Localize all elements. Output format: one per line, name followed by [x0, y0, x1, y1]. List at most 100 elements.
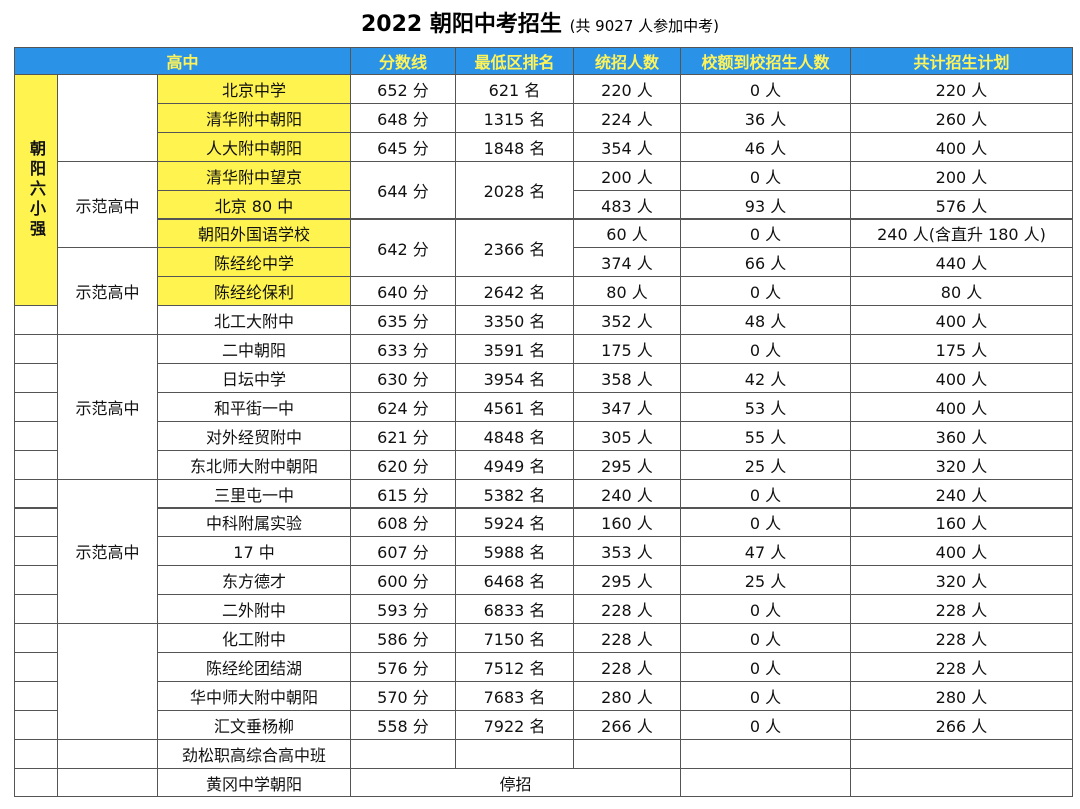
- data-cell: 0 人: [680, 709, 851, 740]
- data-cell: 400 人: [850, 536, 1073, 567]
- data-cell: 4949 名: [455, 449, 574, 480]
- data-cell: 228 人: [850, 623, 1073, 653]
- school-name: 汇文垂杨柳: [157, 709, 351, 740]
- blank-cell: [57, 74, 158, 162]
- header-cell: 高中: [14, 47, 351, 75]
- school-name: 三里屯一中: [157, 478, 351, 509]
- group-cell: 朝阳六小强: [14, 74, 58, 307]
- header-cell: 校额到校招生人数: [680, 47, 851, 75]
- school-name: 劲松职高综合高中班: [157, 738, 351, 769]
- data-cell: 228 人: [573, 594, 681, 625]
- school-name: 日坛中学: [157, 363, 351, 393]
- blank-cell: [850, 738, 1073, 769]
- data-cell: 374 人: [573, 247, 681, 278]
- blank-cell: [680, 767, 851, 798]
- data-cell: 240 人: [850, 478, 1073, 509]
- data-cell: 1315 名: [455, 102, 574, 133]
- data-cell: 2028 名: [455, 160, 574, 220]
- data-cell: 220 人: [573, 74, 681, 104]
- data-cell: 3591 名: [455, 334, 574, 364]
- blank-cell: [14, 680, 58, 711]
- blank-cell: [350, 738, 456, 769]
- data-cell: 0 人: [680, 623, 851, 653]
- school-name: 北京中学: [157, 74, 351, 104]
- data-cell: 0 人: [680, 218, 851, 249]
- data-cell: 633 分: [350, 334, 456, 364]
- school-name: 北京 80 中: [157, 189, 351, 220]
- data-cell: 0 人: [680, 334, 851, 364]
- data-cell: 607 分: [350, 536, 456, 567]
- data-cell: 160 人: [573, 507, 681, 538]
- blank-cell: [14, 709, 58, 740]
- data-cell: 228 人: [573, 623, 681, 653]
- school-name: 东方德才: [157, 565, 351, 596]
- data-cell: 36 人: [680, 102, 851, 133]
- school-name: 北工大附中: [157, 305, 351, 336]
- data-cell: 586 分: [350, 623, 456, 653]
- data-cell: 295 人: [573, 565, 681, 596]
- data-cell: 200 人: [850, 160, 1073, 191]
- blank-cell: [14, 536, 58, 567]
- header-cell: 最低区排名: [455, 47, 574, 75]
- data-cell: 621 名: [455, 74, 574, 104]
- blank-cell: [14, 507, 58, 538]
- data-cell: 0 人: [680, 160, 851, 191]
- data-cell: 7150 名: [455, 623, 574, 653]
- data-cell: 160 人: [850, 507, 1073, 538]
- data-cell: 0 人: [680, 478, 851, 509]
- school-name: 华中师大附中朝阳: [157, 680, 351, 711]
- school-name: 陈经纶团结湖: [157, 652, 351, 682]
- data-cell: 240 人: [573, 478, 681, 509]
- school-name: 东北师大附中朝阳: [157, 449, 351, 480]
- blank-cell: [14, 767, 58, 798]
- data-cell: 200 人: [573, 160, 681, 191]
- blank-cell: [455, 738, 574, 769]
- data-cell: 620 分: [350, 449, 456, 480]
- school-name: 二中朝阳: [157, 334, 351, 364]
- blank-cell: [14, 305, 58, 336]
- data-cell: 652 分: [350, 74, 456, 104]
- data-cell: 648 分: [350, 102, 456, 133]
- data-cell: 0 人: [680, 74, 851, 104]
- school-name: 黄冈中学朝阳: [157, 767, 351, 798]
- data-cell: 25 人: [680, 449, 851, 480]
- data-cell: 220 人: [850, 74, 1073, 104]
- blank-cell: [14, 449, 58, 480]
- data-cell: 593 分: [350, 594, 456, 625]
- blank-cell: [57, 623, 158, 740]
- data-cell: 624 分: [350, 391, 456, 422]
- data-cell: 2642 名: [455, 276, 574, 307]
- data-cell: 0 人: [680, 594, 851, 625]
- school-name: 人大附中朝阳: [157, 131, 351, 162]
- data-cell: 305 人: [573, 420, 681, 451]
- school-name: 清华附中望京: [157, 160, 351, 191]
- data-cell: 347 人: [573, 391, 681, 422]
- data-cell: 608 分: [350, 507, 456, 538]
- data-cell: 5988 名: [455, 536, 574, 567]
- data-cell: 0 人: [680, 276, 851, 307]
- data-cell: 483 人: [573, 189, 681, 220]
- data-cell: 224 人: [573, 102, 681, 133]
- data-cell: 570 分: [350, 680, 456, 711]
- data-cell: 175 人: [573, 334, 681, 364]
- data-cell: 400 人: [850, 363, 1073, 393]
- data-cell: 576 人: [850, 189, 1073, 220]
- data-cell: 400 人: [850, 131, 1073, 162]
- school-name: 二外附中: [157, 594, 351, 625]
- data-cell: 48 人: [680, 305, 851, 336]
- blank-cell: [57, 767, 158, 798]
- blank-cell: [57, 738, 158, 769]
- data-cell: 295 人: [573, 449, 681, 480]
- data-cell: 5382 名: [455, 478, 574, 509]
- data-cell: 25 人: [680, 565, 851, 596]
- school-name: 朝阳外国语学校: [157, 218, 351, 249]
- blank-cell: [14, 623, 58, 653]
- data-cell: 1848 名: [455, 131, 574, 162]
- data-cell: 46 人: [680, 131, 851, 162]
- header-cell: 共计招生计划: [850, 47, 1073, 75]
- blank-cell: [573, 738, 681, 769]
- data-cell: 53 人: [680, 391, 851, 422]
- blank-cell: [14, 594, 58, 625]
- school-name: 17 中: [157, 536, 351, 567]
- data-cell: 400 人: [850, 305, 1073, 336]
